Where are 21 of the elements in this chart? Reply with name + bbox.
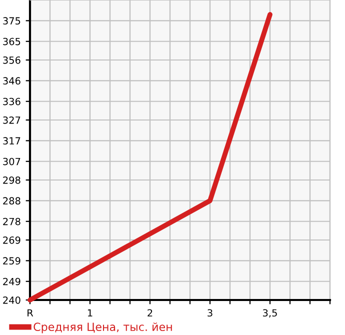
x-tick-label: R [28, 309, 34, 316]
x-tick-label: 2 [148, 309, 152, 316]
y-tick-label: 298 [3, 176, 20, 184]
y-tick-label: 278 [3, 218, 20, 226]
y-tick-label: 259 [3, 257, 20, 265]
y-tick-label: 307 [3, 158, 20, 166]
legend-label: Средняя Цена, тыс. йен [34, 322, 172, 334]
y-tick-label: 288 [3, 197, 20, 205]
y-tick-label: 240 [3, 296, 20, 304]
y-tick-label: 269 [3, 236, 20, 244]
y-tick-label: 375 [3, 17, 20, 25]
x-tick-label: 1 [88, 309, 92, 316]
y-tick-label: 356 [3, 56, 20, 64]
y-tick-label: 317 [3, 137, 20, 145]
x-tick-label: 3 [208, 309, 212, 317]
y-tick-label: 327 [3, 116, 20, 124]
y-tick-label: 365 [3, 38, 20, 46]
y-tick-label: 249 [3, 278, 20, 286]
y-tick-label: 346 [3, 77, 20, 85]
x-tick-label: 3,5 [263, 309, 277, 318]
y-tick-label: 336 [3, 98, 20, 106]
